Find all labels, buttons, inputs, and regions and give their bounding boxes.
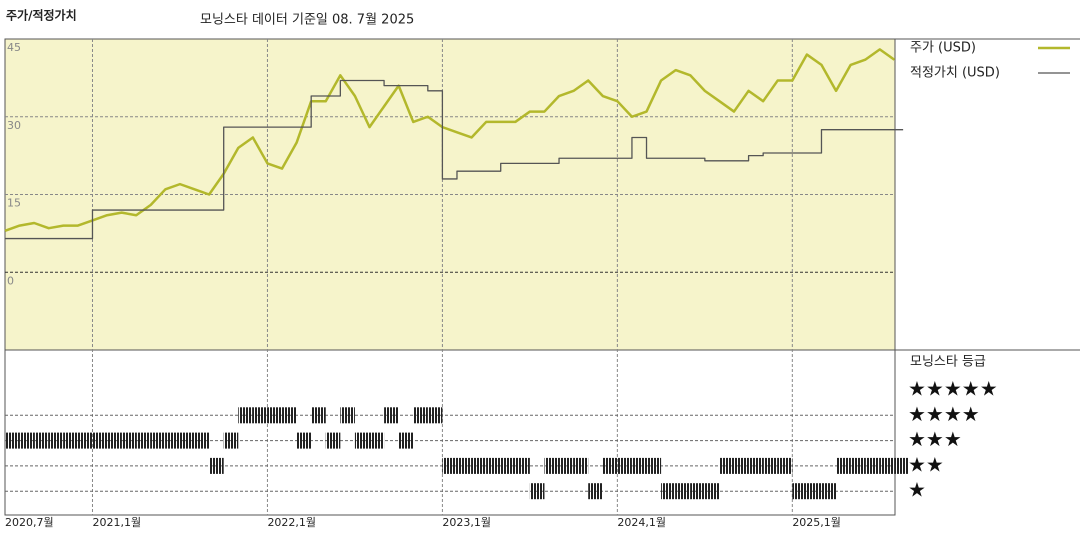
rating-bar (34, 432, 49, 449)
rating-bar (661, 483, 676, 500)
rating-bar (107, 432, 122, 449)
rating-bar (194, 432, 210, 449)
x-tick-label: 2021,1월 (92, 516, 141, 529)
rating-bar (704, 483, 720, 500)
rating-bar (806, 483, 822, 500)
rating-bar (646, 457, 662, 474)
rating-bar (894, 457, 909, 474)
fair-value-line (5, 79, 904, 240)
legend-label: 적정가치 (USD) (910, 66, 1000, 81)
rating-level-label: ★★★ (908, 427, 962, 451)
rating-bar (588, 483, 603, 500)
rating-bar (821, 483, 837, 500)
rating-bar (719, 457, 734, 474)
rating-bar (865, 457, 880, 474)
rating-bar (165, 432, 180, 449)
rating-bar (63, 432, 78, 449)
rating-bar (369, 432, 385, 449)
rating-bar (19, 432, 35, 449)
rating-bar (325, 432, 341, 449)
rating-bar (559, 457, 574, 474)
rating-level-label: ★ (908, 478, 926, 502)
y-tick-label: 15 (7, 197, 21, 210)
rating-title: 모닝스타 등급 (910, 355, 986, 370)
rating-bar (413, 407, 428, 424)
x-tick-label: 2022,1월 (267, 516, 316, 529)
rating-bar (92, 432, 108, 449)
rating-bar (209, 457, 224, 474)
rating-bar (121, 432, 137, 449)
chart-title: 주가/적정가치 (6, 8, 77, 23)
rating-bar (296, 432, 312, 449)
rating-bar (48, 432, 64, 449)
rating-bar (311, 407, 326, 424)
rating-bar (442, 457, 457, 474)
rating-bar (252, 407, 268, 424)
rating-bar (792, 483, 807, 500)
rating-bar (879, 457, 895, 474)
rating-bar (471, 457, 487, 474)
y-tick-label: 0 (7, 274, 14, 287)
price-line (4, 48, 896, 232)
rating-bar (544, 457, 560, 474)
legend-label: 주가 (USD) (910, 41, 976, 56)
rating-bar (748, 457, 764, 474)
rating-level-label: ★★★★★ (908, 377, 998, 401)
rating-bar (5, 432, 20, 449)
rating-bar (617, 457, 632, 474)
rating-bar (267, 407, 283, 424)
rating-bar (690, 483, 705, 500)
rating-bar (150, 432, 166, 449)
rating-bar (573, 457, 589, 474)
rating-bar (734, 457, 749, 474)
x-tick-label: 2020,7월 (5, 516, 54, 529)
rating-level-label: ★★ (908, 452, 944, 476)
rating-bar (179, 432, 195, 449)
y-tick-label: 45 (7, 41, 21, 54)
rating-bar (136, 432, 151, 449)
rating-bar (238, 407, 253, 424)
rating-bar (456, 457, 472, 474)
rating-bar (631, 457, 647, 474)
rating-bar (515, 457, 530, 474)
rating-bar (77, 432, 93, 449)
x-tick-label: 2024,1월 (617, 516, 666, 529)
rating-bar (763, 457, 778, 474)
rating-bar (427, 407, 443, 424)
rating-bar (777, 457, 793, 474)
rating-bar (529, 483, 545, 500)
chart-subtitle: 모닝스타 데이터 기준일 08. 7월 2025 (200, 13, 414, 28)
rating-bar (384, 407, 399, 424)
rating-bar (675, 483, 691, 500)
rating-bar (602, 457, 618, 474)
rating-bar (398, 432, 414, 449)
rating-bar (500, 457, 516, 474)
rating-bar (486, 457, 501, 474)
rating-bar (340, 407, 355, 424)
rating-bar (354, 432, 370, 449)
rating-bar (836, 457, 851, 474)
y-tick-label: 30 (7, 119, 21, 132)
x-tick-label: 2025,1월 (792, 516, 841, 529)
rating-bar (223, 432, 239, 449)
rating-bar (850, 457, 866, 474)
x-tick-label: 2023,1월 (442, 516, 491, 529)
rating-level-label: ★★★★ (908, 402, 980, 426)
rating-bar (282, 407, 297, 424)
